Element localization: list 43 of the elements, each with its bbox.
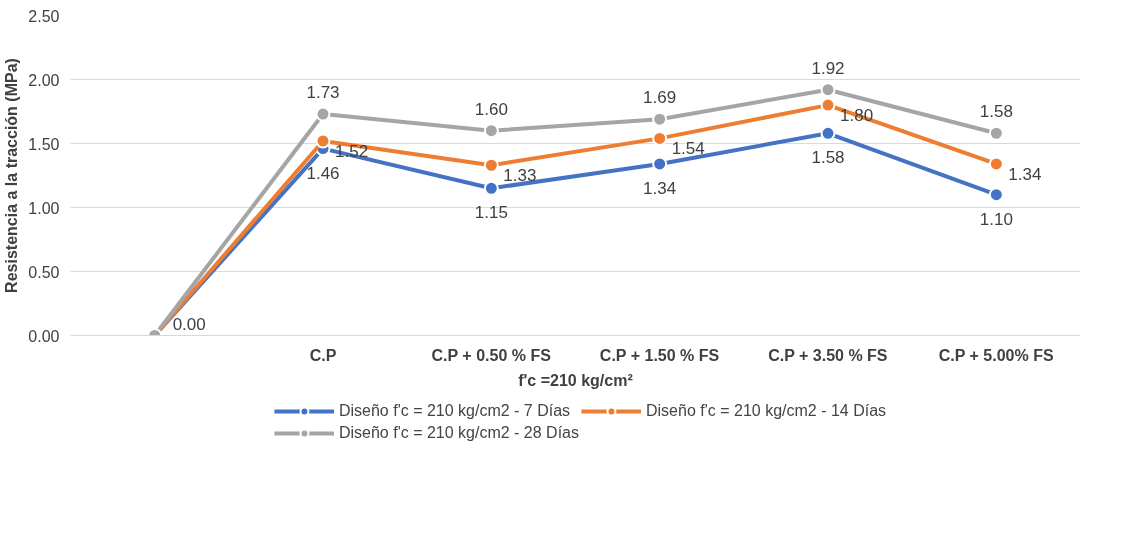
data-label: 1.33 <box>503 166 537 186</box>
y-tick-label: 0.00 <box>28 327 60 345</box>
point <box>483 180 499 196</box>
y-tick-label: 2.50 <box>28 7 60 25</box>
point <box>483 157 499 173</box>
x-tick-label: C.P + 1.50 % FS <box>599 346 720 364</box>
data-label: 1.58 <box>811 148 845 168</box>
x-tick-label: C.P + 0.50 % FS <box>431 346 552 364</box>
data-label: 1.34 <box>1008 164 1042 184</box>
point <box>988 187 1004 203</box>
y-tick-label: 1.50 <box>28 135 60 153</box>
legend-label: Diseño f'c = 210 kg/cm2 - 7 Días <box>338 402 571 420</box>
point <box>315 106 331 122</box>
data-label: 1.60 <box>474 99 508 119</box>
data-label: 1.73 <box>306 83 340 103</box>
point <box>652 111 668 127</box>
data-label: 1.15 <box>474 203 508 223</box>
point <box>820 125 836 141</box>
point <box>988 125 1004 141</box>
x-tick-label: C.P <box>309 346 337 364</box>
legend-label: Diseño f'c = 210 kg/cm2 - 28 Días <box>338 424 579 442</box>
point <box>315 133 331 149</box>
point <box>820 97 836 113</box>
data-label: 1.58 <box>979 102 1013 122</box>
data-label: 1.46 <box>306 163 340 183</box>
y-axis-title: Resistencia a la tracción (MPa) <box>3 58 21 293</box>
y-tick-label: 0.50 <box>28 263 60 281</box>
point <box>483 123 499 139</box>
y-tick-label: 1.00 <box>28 199 60 217</box>
point <box>820 82 836 98</box>
data-label: 1.34 <box>643 178 677 198</box>
x-tick-label: C.P + 5.00% FS <box>938 346 1054 364</box>
x-tick-label: C.P + 3.50 % FS <box>768 346 888 364</box>
point <box>652 156 668 172</box>
data-label: 1.54 <box>671 139 705 159</box>
data-label: 1.10 <box>979 209 1013 229</box>
data-label: 1.92 <box>811 58 845 78</box>
x-axis-title: f'c =210 kg/cm² <box>518 371 633 389</box>
y-tick-label: 2.00 <box>28 71 60 89</box>
point <box>988 156 1004 172</box>
legend-label: Diseño f'c = 210 kg/cm2 - 14 Días <box>646 402 887 420</box>
data-label: 0.00 <box>172 314 206 334</box>
data-label: 1.69 <box>643 88 677 108</box>
